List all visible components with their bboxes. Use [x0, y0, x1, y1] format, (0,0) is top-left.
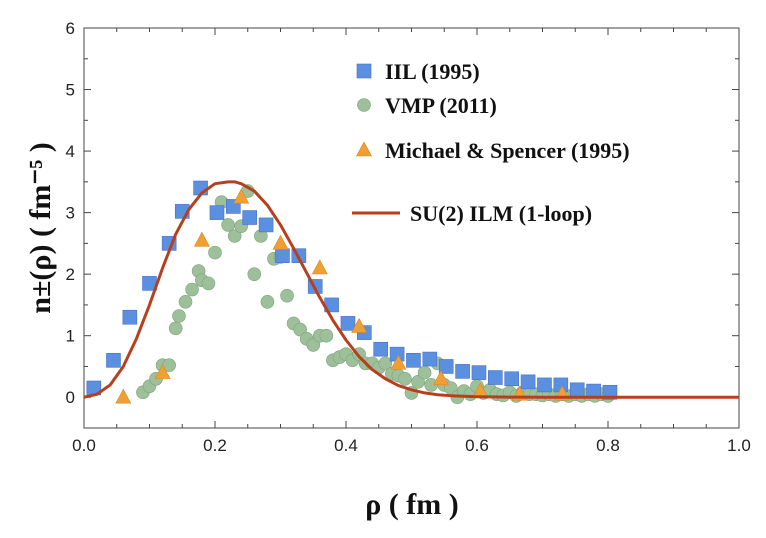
iil-point: [340, 316, 356, 331]
iil-point: [471, 365, 487, 380]
iil-point: [106, 353, 121, 368]
vmp-point: [260, 295, 275, 309]
vmp-point: [319, 328, 334, 343]
y-tick-label: 3: [66, 204, 75, 223]
vmp-point: [280, 288, 294, 303]
iil-point: [438, 359, 454, 374]
ms-point: [390, 354, 407, 370]
ms-point: [351, 317, 368, 333]
vmp-point: [201, 276, 216, 291]
vmp-point: [398, 371, 412, 386]
iil-point: [258, 217, 274, 233]
legend-ms-swatch: [355, 141, 373, 157]
vmp-point: [411, 375, 425, 389]
legend-ms-label: Michael & Spencer (1995): [385, 138, 630, 163]
iil-point: [504, 371, 520, 387]
y-tick-label: 1: [66, 327, 75, 346]
vmp-point: [168, 321, 183, 336]
iil-point: [122, 309, 138, 325]
x-tick-label: 0.6: [465, 436, 489, 455]
vmp-point: [227, 229, 242, 243]
ms-point: [193, 231, 210, 247]
ms-point: [115, 388, 132, 404]
y-tick-label: 5: [66, 81, 75, 100]
y-tick-label: 2: [66, 265, 75, 284]
vmp-point: [185, 282, 199, 297]
ms-point: [432, 370, 449, 386]
x-tick-label: 0.2: [203, 436, 227, 455]
series-layer: [83, 180, 739, 405]
legend-iil-label: IIL (1995): [385, 59, 480, 84]
legend: IIL (1995) VMP (2011) Michael & Spencer (1…: [352, 59, 630, 226]
vmp-point: [417, 365, 432, 380]
vmp-point: [172, 309, 186, 323]
axis-ticks: 0.0 0.2 0.4 0.6 0.8 1.0 0 1 2 3 4 5 6: [66, 19, 751, 455]
y-axis-title: n±(ρ) ( fm⁻⁵ ): [24, 142, 57, 313]
vmp-point: [178, 295, 193, 309]
vmp-point: [208, 245, 222, 260]
iil-point: [488, 370, 503, 385]
iil-point: [242, 210, 258, 225]
legend-ilm-label: SU(2) ILM (1-loop): [410, 201, 592, 226]
vmp-point: [306, 338, 321, 352]
iil-point: [209, 205, 225, 220]
y-axis-title-group: n±(ρ) ( fm⁻⁵ ): [24, 142, 57, 313]
vmp-point: [293, 322, 307, 337]
vmp-point: [221, 218, 235, 232]
y-tick-label: 0: [66, 388, 75, 407]
iil-point: [373, 341, 389, 357]
iil-point: [520, 374, 536, 390]
iil-point: [537, 377, 552, 393]
x-tick-label: 0.0: [72, 436, 96, 455]
iil-point: [406, 353, 421, 368]
ms-point: [311, 259, 328, 275]
plot-frame: [83, 27, 740, 429]
x-tick-label: 0.4: [334, 436, 358, 455]
iil-point: [275, 248, 290, 263]
ms-point: [272, 234, 289, 250]
y-tick-label: 4: [66, 142, 75, 161]
legend-vmp-label: VMP (2011): [385, 93, 497, 118]
x-tick-label: 0.8: [596, 436, 620, 455]
ms-point: [154, 363, 171, 379]
ilm-curve: [83, 180, 739, 399]
legend-iil-swatch: [356, 63, 372, 79]
legend-vmp-swatch: [357, 98, 371, 112]
x-tick-label: 1.0: [727, 436, 751, 455]
y-tick-label: 6: [66, 19, 75, 38]
vmp-point: [247, 267, 262, 281]
ms-point: [233, 188, 250, 204]
x-axis-title: ρ ( fm ): [365, 488, 459, 521]
iil-point: [455, 364, 470, 379]
vmp-point: [378, 356, 393, 371]
iil-point: [422, 351, 438, 367]
iil-point: [569, 382, 585, 398]
